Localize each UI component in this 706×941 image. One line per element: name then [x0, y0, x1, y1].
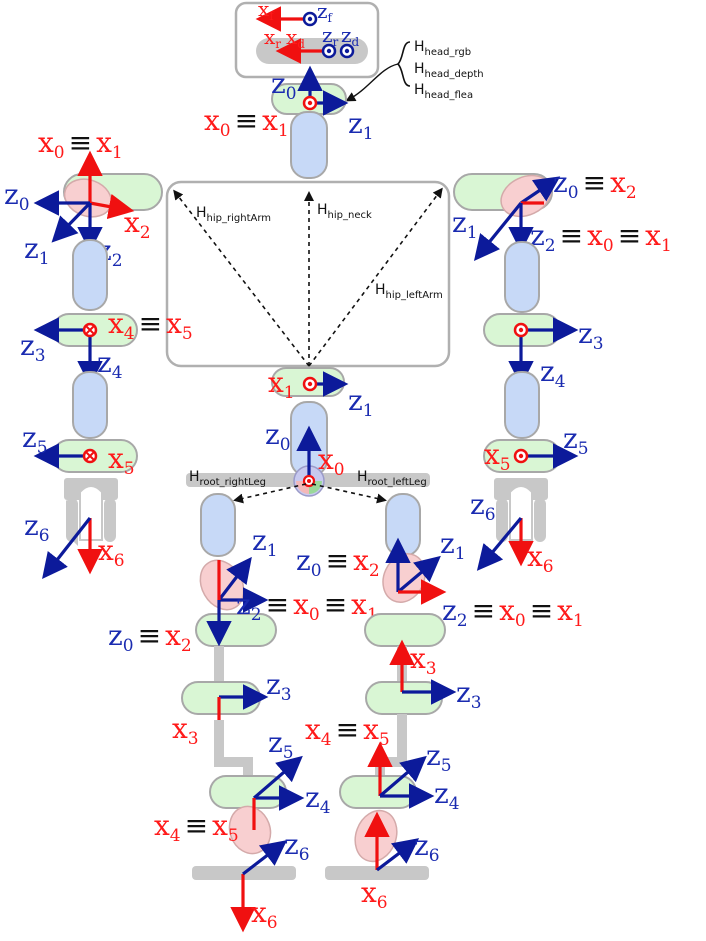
- svg-text:z6: z6: [470, 488, 496, 525]
- svg-text:zf: zf: [317, 0, 334, 25]
- svg-text:z0: z0: [271, 67, 297, 104]
- svg-text:z1: z1: [252, 524, 278, 561]
- left-arm-group: z0 ≡ x2 z1 z2 ≡ x0 ≡ x1 z3 z4 x5 z5 z6 x6: [452, 166, 672, 577]
- svg-text:z0: z0: [4, 178, 30, 215]
- right-leg-group: z1 z2 ≡ x0 ≡ x1 z0 ≡ x2 z3 x3 z5 z4 x4 ≡ x5 z6 x…: [108, 493, 378, 933]
- svg-text:z0≡x2: z0 ≡ x2: [296, 544, 380, 581]
- svg-text:z5: z5: [563, 422, 589, 459]
- svg-text:x6: x6: [98, 534, 125, 571]
- svg-text:z0: z0: [265, 418, 291, 455]
- left-leg-group: z1 z0 ≡ x2 z2 ≡ x0 ≡ x1 x3 z3 x4 ≡ x5 z5 z4 z6 x…: [296, 493, 584, 913]
- svg-text:Hhip_rightArm: Hhip_rightArm: [196, 205, 271, 224]
- svg-text:z6: z6: [414, 829, 440, 866]
- svg-text:x6: x6: [361, 876, 388, 913]
- svg-text:x6: x6: [527, 540, 554, 577]
- svg-text:z5: z5: [22, 421, 48, 458]
- svg-text:z2≡x0≡x1: z2 ≡ x0 ≡ x1: [442, 594, 584, 631]
- svg-text:x1: x1: [268, 366, 295, 403]
- torso-group: Hhip_rightArm Hhip_neck Hhip_leftArm x1 …: [165, 180, 451, 504]
- svg-text:z4: z4: [434, 777, 460, 814]
- svg-text:Hhip_neck: Hhip_neck: [317, 202, 372, 221]
- svg-text:xd: xd: [286, 25, 305, 51]
- head-group: xf zf xr xd zr zd Hhead_rgb Hhead_depth …: [204, 0, 484, 179]
- svg-text:xf: xf: [258, 0, 275, 23]
- svg-text:Hhead_flea: Hhead_flea: [414, 82, 473, 101]
- svg-text:z0≡x2: z0 ≡ x2: [553, 166, 637, 203]
- svg-text:z6: z6: [284, 828, 310, 865]
- svg-text:z4: z4: [305, 781, 331, 818]
- svg-text:x5: x5: [108, 442, 135, 479]
- svg-text:x2: x2: [124, 206, 151, 243]
- svg-text:z1: z1: [452, 206, 478, 243]
- svg-text:Hhip_leftArm: Hhip_leftArm: [375, 282, 443, 301]
- svg-text:z5: z5: [268, 726, 294, 763]
- svg-text:x4≡x5: x4 ≡ x5: [305, 713, 390, 750]
- svg-text:z4: z4: [97, 346, 123, 383]
- right-arm-group: x0≡x1 z0 x2 z1 z2 x4≡x5 z3 z4 z5 x5 z6 x…: [4, 126, 193, 580]
- svg-text:zd: zd: [341, 23, 360, 49]
- svg-text:x0≡x1: x0 ≡ x1: [38, 126, 123, 163]
- svg-text:x0: x0: [318, 443, 345, 480]
- svg-text:Hhead_rgb: Hhead_rgb: [414, 39, 471, 58]
- svg-text:z5: z5: [426, 739, 452, 776]
- svg-text:Hhead_depth: Hhead_depth: [414, 61, 484, 80]
- svg-text:z1: z1: [348, 384, 374, 421]
- svg-text:x4≡x5: x4 ≡ x5: [108, 307, 193, 344]
- svg-text:z6: z6: [24, 509, 50, 546]
- svg-text:x4≡x5: x4 ≡ x5: [154, 809, 239, 846]
- svg-text:z1: z1: [24, 232, 50, 269]
- svg-text:x0≡x1: x0 ≡ x1: [204, 104, 289, 141]
- svg-text:z2≡x0≡x1: z2 ≡ x0 ≡ x1: [530, 219, 672, 256]
- svg-text:z3: z3: [578, 317, 604, 354]
- svg-text:xr: xr: [264, 25, 281, 51]
- svg-text:z1: z1: [348, 107, 374, 144]
- svg-text:Hroot_rightLeg: Hroot_rightLeg: [189, 469, 266, 488]
- svg-text:zr: zr: [322, 23, 339, 49]
- svg-text:x5: x5: [484, 438, 511, 475]
- svg-text:x3: x3: [172, 712, 199, 749]
- svg-text:z1: z1: [440, 527, 466, 564]
- svg-text:z3: z3: [266, 668, 292, 705]
- svg-text:Hroot_leftLeg: Hroot_leftLeg: [357, 469, 427, 488]
- torso-frame: [165, 180, 451, 368]
- svg-text:x6: x6: [251, 896, 278, 933]
- svg-text:z3: z3: [456, 676, 482, 713]
- svg-text:z0≡x2: z0 ≡ x2: [108, 619, 192, 656]
- svg-text:z3: z3: [20, 329, 46, 366]
- svg-text:z2≡x0≡x1: z2 ≡ x0 ≡ x1: [236, 588, 378, 625]
- neck-link: [290, 111, 328, 179]
- svg-text:z4: z4: [540, 355, 566, 392]
- svg-text:x3: x3: [410, 642, 437, 679]
